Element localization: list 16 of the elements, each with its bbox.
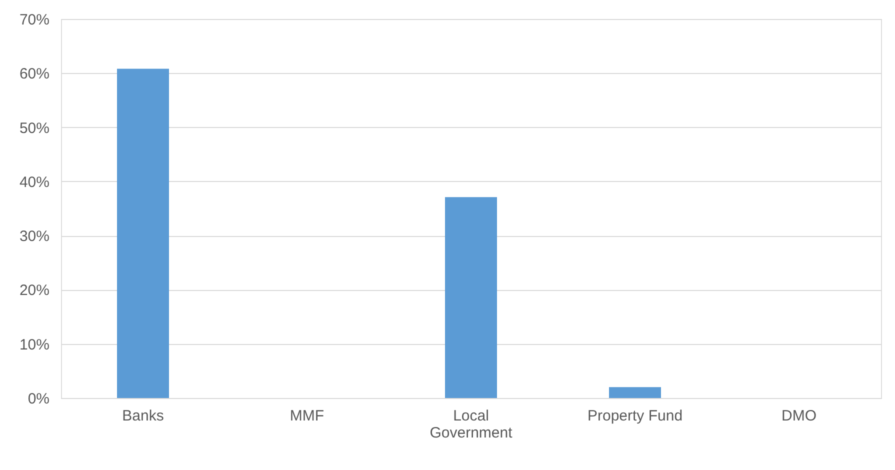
- x-tick-label: DMO: [782, 408, 816, 424]
- x-tick-label: MMF: [290, 408, 324, 424]
- x-tick-label: Local Government: [430, 408, 514, 442]
- y-tick-label: 50%: [19, 120, 50, 137]
- bar: [445, 197, 497, 398]
- y-tick-label: 60%: [19, 66, 50, 83]
- y-tick-label: 40%: [19, 174, 50, 191]
- y-tick-label: 10%: [19, 336, 50, 354]
- x-tick-label: Property Fund: [587, 408, 683, 424]
- y-tick-label: 20%: [19, 282, 50, 300]
- x-tick-label: Banks: [122, 408, 164, 424]
- bar: [609, 387, 661, 398]
- bar: [117, 68, 169, 398]
- y-tick-label: 0%: [28, 390, 50, 408]
- y-tick-label: 70%: [19, 12, 50, 28]
- y-tick-label: 30%: [19, 228, 50, 246]
